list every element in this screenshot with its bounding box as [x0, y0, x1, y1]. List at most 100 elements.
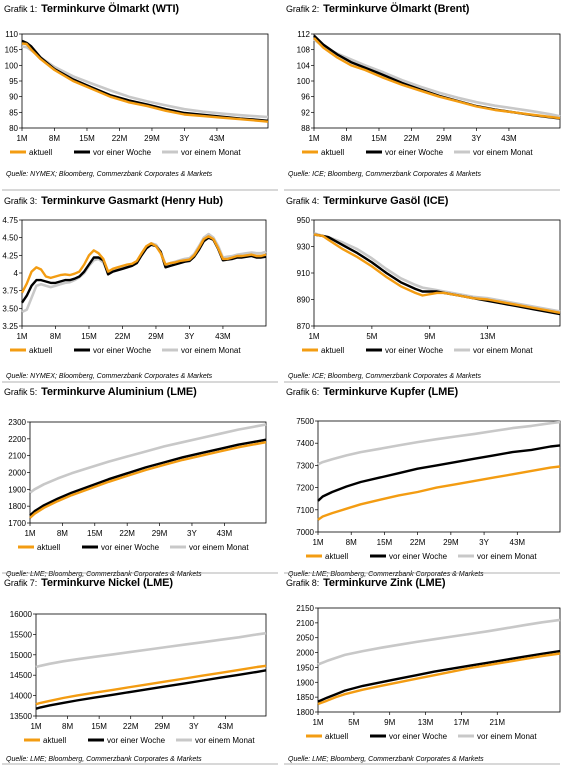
- y-tick-label: 2100: [8, 452, 26, 461]
- legend-label-woche: vor einer Woche: [93, 346, 152, 355]
- chart-source: Quelle: LME; Bloomberg, Commerzbank Corp…: [6, 571, 202, 578]
- legend-label-monat: vor einem Monat: [189, 543, 249, 552]
- y-tick-label: 92: [301, 108, 310, 117]
- x-tick-label: 3Y: [185, 332, 195, 341]
- chart-title: Grafik 6: Terminkurve Kupfer (LME): [286, 386, 458, 398]
- series-line-monat: [317, 420, 561, 466]
- x-tick-label: 8M: [57, 529, 68, 538]
- chart-title: Grafik 2: Terminkurve Ölmarkt (Brent): [286, 2, 470, 15]
- chart-source: Quelle: LME; Bloomberg, Commerzbank Corp…: [288, 756, 484, 763]
- legend-label-woche: vor einer Woche: [107, 736, 166, 745]
- x-tick-label: 15M: [91, 722, 107, 731]
- series-line-monat: [29, 423, 267, 494]
- y-tick-label: 4.50: [2, 234, 18, 243]
- x-tick-label: 22M: [404, 134, 420, 143]
- y-tick-label: 7200: [296, 484, 314, 493]
- y-tick-label: 95: [9, 77, 18, 86]
- chart-title-text: Terminkurve Gasmarkt (Henry Hub): [41, 195, 223, 207]
- y-tick-label: 2150: [296, 604, 314, 613]
- chart-svg-5: Grafik 5: Terminkurve Aluminium (LME) 1700…: [2, 386, 278, 578]
- legend-label-aktuell: aktuell: [37, 543, 60, 552]
- chart-svg-3: Grafik 3: Terminkurve Gasmarkt (Henry Hub…: [2, 195, 278, 383]
- y-tick-label: 3.25: [2, 322, 18, 331]
- plot-frame: [29, 421, 267, 524]
- chart-title-prefix: Grafik 1:: [4, 4, 37, 14]
- chart-title-text: Terminkurve Ölmarkt (Brent): [323, 2, 470, 15]
- y-tick-label: 910: [297, 269, 311, 278]
- y-tick-label: 4: [14, 269, 19, 278]
- x-tick-label: 9M: [424, 332, 435, 341]
- chart-title-text: Terminkurve Gasöl (ICE): [323, 195, 449, 207]
- y-tick-label: 4.25: [2, 251, 18, 260]
- y-tick-label: 1950: [296, 663, 314, 672]
- x-tick-label: 1M: [308, 134, 319, 143]
- chart-source: Quelle: NYMEX; Bloomberg, Commerzbank Co…: [6, 171, 213, 178]
- chart-title-prefix: Grafik 3:: [4, 196, 37, 206]
- y-tick-label: 90: [9, 93, 18, 102]
- y-tick-label: 15500: [10, 630, 33, 639]
- chart-panel-2: Grafik 2: Terminkurve Ölmarkt (Brent) 88 92…: [284, 0, 563, 191]
- series-line-aktuell: [35, 664, 267, 706]
- y-tick-label: 7400: [296, 439, 314, 448]
- x-tick-label: 29M: [436, 134, 452, 143]
- chart-title-prefix: Grafik 8:: [286, 578, 319, 588]
- x-tick-label: 29M: [152, 529, 168, 538]
- y-tick-label: 14500: [10, 671, 33, 680]
- series-line-aktuell: [317, 465, 561, 521]
- series-line-aktuell: [317, 652, 561, 706]
- legend-label-woche: vor einer Woche: [389, 732, 448, 741]
- series-line-aktuell: [313, 233, 561, 314]
- x-tick-label: 43M: [510, 538, 526, 547]
- y-tick-label: 950: [297, 216, 311, 225]
- x-tick-label: 1M: [16, 134, 27, 143]
- chart-source: Quelle: LME; Bloomberg, Commerzbank Corp…: [6, 756, 202, 763]
- x-tick-label: 15M: [79, 134, 95, 143]
- chart-title-prefix: Grafik 2:: [286, 4, 319, 14]
- chart-svg-2: Grafik 2: Terminkurve Ölmarkt (Brent) 88 92…: [284, 2, 561, 191]
- chart-source: Quelle: ICE; Bloomberg, Commerzbank Corp…: [288, 171, 481, 178]
- y-tick-label: 3.50: [2, 304, 18, 313]
- x-tick-label: 5M: [366, 332, 377, 341]
- x-tick-label: 43M: [218, 722, 234, 731]
- x-tick-label: 8M: [50, 332, 61, 341]
- chart-svg-7: Grafik 7: Terminkurve Nickel (LME) 13500 14…: [2, 577, 278, 765]
- chart-panel-7: Grafik 7: Terminkurve Nickel (LME) 13500 14…: [2, 574, 282, 765]
- series-line-woche: [317, 444, 561, 502]
- chart-source: Quelle: ICE; Bloomberg, Commerzbank Corp…: [288, 373, 481, 380]
- x-tick-label: 15M: [87, 529, 103, 538]
- legend-label-monat: vor einem Monat: [181, 346, 241, 355]
- chart-title: Grafik 8: Terminkurve Zink (LME): [286, 577, 446, 589]
- x-tick-label: 17M: [454, 718, 470, 727]
- chart-title: Grafik 5: Terminkurve Aluminium (LME): [4, 386, 197, 398]
- x-tick-label: 1M: [312, 718, 323, 727]
- x-tick-label: 5M: [348, 718, 359, 727]
- legend-label-monat: vor einem Monat: [477, 732, 537, 741]
- chart-title-text: Terminkurve Zink (LME): [323, 577, 446, 589]
- y-tick-label: 105: [5, 46, 19, 55]
- x-tick-label: 15M: [377, 538, 393, 547]
- x-tick-label: 8M: [341, 134, 352, 143]
- x-tick-label: 8M: [49, 134, 60, 143]
- legend-label-monat: vor einem Monat: [473, 346, 533, 355]
- y-tick-label: 85: [9, 108, 18, 117]
- legend-label-monat: vor einem Monat: [473, 148, 533, 157]
- x-tick-label: 22M: [119, 529, 135, 538]
- chart-panel-5: Grafik 5: Terminkurve Aluminium (LME) 1700…: [2, 383, 282, 578]
- series-line-woche: [29, 438, 267, 517]
- series-line-woche: [35, 669, 267, 710]
- legend-label-woche: vor einer Woche: [385, 346, 444, 355]
- x-tick-label: 22M: [112, 134, 128, 143]
- x-tick-label: 22M: [123, 722, 139, 731]
- chart-title-text: Terminkurve Kupfer (LME): [323, 386, 458, 398]
- y-tick-label: 2000: [8, 469, 26, 478]
- y-tick-label: 2100: [296, 619, 314, 628]
- x-tick-label: 13M: [480, 332, 496, 341]
- series-line-woche: [313, 233, 561, 316]
- y-tick-label: 104: [297, 61, 311, 70]
- chart-svg-8: Grafik 8: Terminkurve Zink (LME) 1800 1850 1…: [284, 577, 561, 765]
- chart-panel-3: Grafik 3: Terminkurve Gasmarkt (Henry Hub…: [2, 192, 282, 383]
- legend-label-woche: vor einer Woche: [101, 543, 160, 552]
- chart-svg-1: Grafik 1: Terminkurve Ölmarkt (WTI) 80 85 90…: [2, 2, 278, 191]
- x-tick-label: 22M: [410, 538, 426, 547]
- y-tick-label: 13500: [10, 712, 33, 721]
